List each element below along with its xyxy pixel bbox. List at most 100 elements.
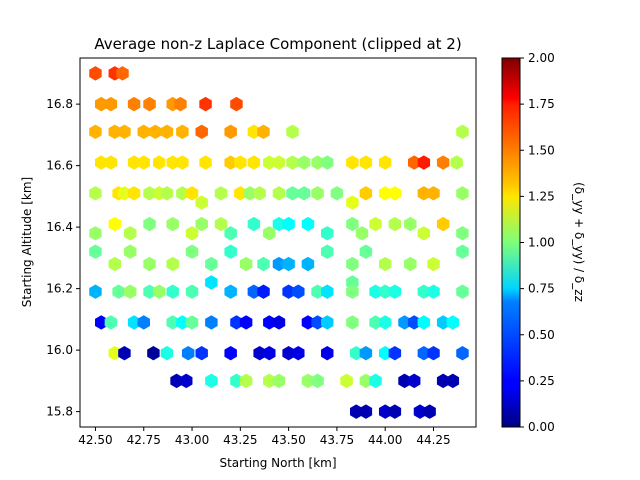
hex-cell — [104, 96, 118, 112]
hex-cell — [272, 186, 286, 201]
hex-cell — [350, 346, 363, 361]
hex-cell — [147, 346, 160, 361]
hex-cell — [234, 155, 247, 170]
hex-cell — [355, 226, 369, 241]
plot-frame — [79, 57, 477, 428]
colorbar-tick-label: 2.00 — [528, 51, 555, 65]
hex-cell — [176, 155, 189, 170]
hex-cell — [321, 226, 334, 241]
hex-cell — [446, 315, 460, 330]
hex-cell — [321, 346, 334, 361]
x-tick-label: 43.50 — [271, 433, 305, 447]
hex-cell — [247, 155, 261, 170]
hex-cell — [282, 284, 295, 299]
hex-cell — [95, 155, 108, 170]
hex-cell — [104, 155, 118, 170]
hex-cell — [108, 216, 122, 232]
hex-cell — [108, 124, 122, 139]
hex-cell — [311, 373, 324, 389]
hex-cell — [359, 346, 373, 361]
hex-cell — [436, 216, 450, 232]
hex-cell — [89, 186, 102, 201]
hex-cell — [417, 284, 431, 299]
hex-cell — [263, 155, 276, 170]
hex-cell — [407, 373, 421, 389]
hex-cell — [247, 124, 261, 139]
y-axis-label: Starting Altitude [km] — [20, 177, 34, 307]
hex-cell — [272, 373, 286, 389]
hex-cell — [272, 155, 286, 170]
hex-cell — [369, 373, 382, 389]
hex-cell — [152, 155, 166, 170]
hex-cell — [398, 373, 411, 389]
y-tick-label: 16.6 — [46, 159, 73, 173]
hex-cell — [272, 216, 286, 232]
hex-cell — [436, 155, 450, 170]
hex-cell — [407, 315, 421, 330]
hex-cells — [89, 66, 469, 419]
hex-cell — [89, 284, 102, 299]
colorbar: 0.00 0.25 0.50 0.75 1.00 1.25 1.50 1.75 2.00 (δ_… — [501, 51, 586, 434]
colorbar-tick-label: 0.25 — [528, 374, 555, 388]
hex-cell — [195, 195, 208, 210]
hex-cell — [311, 284, 324, 299]
hex-cell — [446, 373, 460, 389]
colorbar-tick-label: 1.50 — [528, 143, 555, 157]
hex-cell — [89, 226, 102, 241]
hex-cell — [143, 96, 156, 112]
hex-cell — [166, 315, 179, 330]
hex-cell — [112, 284, 125, 299]
hex-cell — [214, 186, 228, 201]
colorbar-tick-label: 0.00 — [528, 420, 555, 434]
hex-cell — [404, 216, 417, 232]
x-axis-label: Starting North [km] — [219, 456, 336, 470]
colorbar-tick-label: 0.50 — [528, 328, 555, 342]
hex-cell — [413, 404, 427, 419]
hex-cell — [205, 256, 218, 272]
hex-cell — [359, 155, 373, 170]
hex-cell — [137, 124, 150, 139]
hex-cell — [450, 155, 463, 170]
hex-cell — [123, 284, 137, 299]
hex-cell — [104, 315, 118, 330]
hex-cell — [108, 346, 122, 361]
hex-cell — [214, 216, 228, 232]
hex-cell — [257, 124, 270, 139]
hex-cell — [427, 256, 440, 272]
hex-cell — [137, 155, 150, 170]
y-tick-label: 16.2 — [46, 282, 73, 296]
hex-cell — [127, 186, 141, 201]
hex-cell — [346, 216, 359, 232]
hex-cell — [282, 256, 295, 272]
hex-cell — [199, 155, 212, 170]
hex-cell — [321, 155, 334, 170]
hex-cell — [230, 315, 243, 330]
hex-cell — [118, 186, 131, 201]
hex-cell — [239, 373, 253, 389]
colorbar-gradient — [502, 58, 520, 427]
hex-cell — [282, 346, 295, 361]
hex-cell — [160, 124, 174, 139]
hex-cell — [176, 186, 189, 201]
hex-cell — [427, 284, 440, 299]
hex-cell — [195, 346, 208, 361]
x-tick-label: 44.25 — [416, 433, 450, 447]
x-tick-label: 43.00 — [175, 433, 209, 447]
hex-cell — [127, 155, 141, 170]
hex-cell — [263, 226, 276, 241]
colorbar-tick-label: 1.00 — [528, 236, 555, 250]
hex-cell — [297, 155, 311, 170]
hex-cell — [311, 186, 324, 201]
hex-cell — [292, 346, 305, 361]
hex-cell — [224, 284, 237, 299]
hex-cell — [427, 186, 440, 201]
hex-cell — [417, 315, 431, 330]
hex-cell — [417, 346, 431, 361]
hex-cell — [369, 216, 382, 232]
y-tick-label: 16.4 — [46, 220, 73, 234]
hex-cell — [89, 244, 102, 259]
hex-cell — [127, 315, 141, 330]
hex-cell — [123, 226, 137, 241]
hex-cell — [224, 155, 237, 170]
hex-cell — [456, 244, 469, 259]
